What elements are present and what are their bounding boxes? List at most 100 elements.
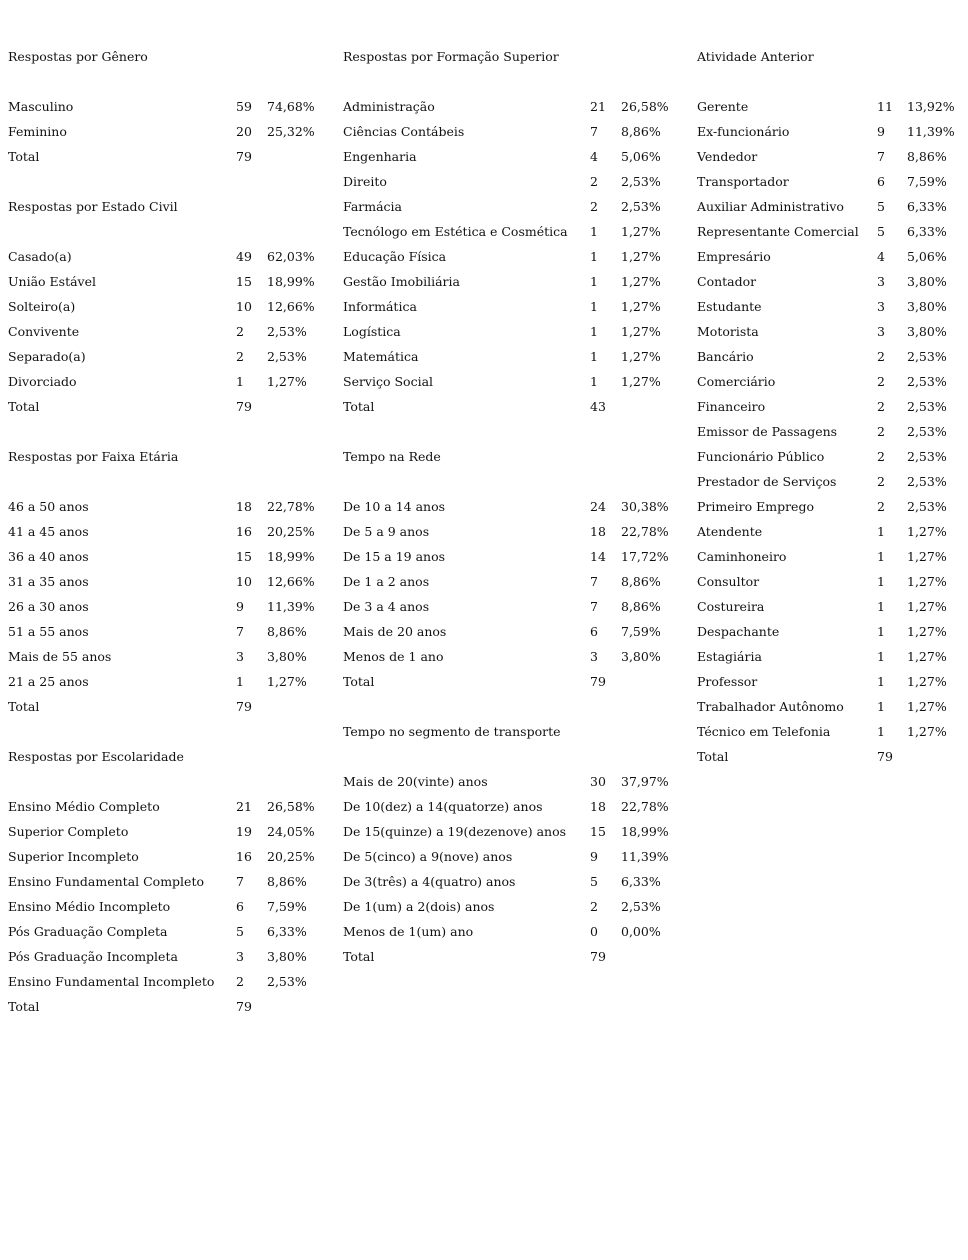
total-count: 79	[236, 149, 252, 164]
row-count: 2	[877, 499, 885, 514]
row-label: 36 a 40 anos	[8, 549, 89, 564]
row-count: 6	[236, 899, 244, 914]
row-label: 46 a 50 anos	[8, 499, 89, 514]
row-label: Feminino	[8, 124, 67, 139]
row-percent: 22,78%	[621, 799, 669, 814]
table-row: De 1(um) a 2(dois) anos 2 2,53%	[343, 894, 683, 919]
row-percent: 2,53%	[267, 974, 307, 989]
total-row: Total 79	[343, 669, 683, 694]
total-row: Total 79	[8, 694, 338, 719]
section-table: Respostas por Formação Superior Administr…	[343, 44, 683, 419]
table-row: Pós Graduação Incompleta 3 3,80%	[8, 944, 338, 969]
table-row: Ensino Fundamental Completo 7 8,86%	[8, 869, 338, 894]
row-count: 24	[590, 499, 606, 514]
row-percent: 3,80%	[267, 949, 307, 964]
row-count: 2	[590, 199, 598, 214]
table-row: Representante Comercial 5 6,33%	[697, 219, 968, 244]
table-row: Farmácia 2 2,53%	[343, 194, 683, 219]
row-label: Motorista	[697, 324, 759, 339]
row-percent: 2,53%	[907, 449, 947, 464]
row-percent: 18,99%	[267, 549, 315, 564]
total-label: Total	[697, 749, 729, 764]
row-label: De 1(um) a 2(dois) anos	[343, 899, 495, 914]
row-count: 1	[877, 524, 885, 539]
row-label: Comerciário	[697, 374, 776, 389]
row-label: De 15(quinze) a 19(dezenove) anos	[343, 824, 567, 839]
total-label: Total	[8, 399, 40, 414]
table-row: Administração 21 26,58%	[343, 94, 683, 119]
table-row: Superior Completo 19 24,05%	[8, 819, 338, 844]
row-percent: 1,27%	[621, 349, 661, 364]
row-label: Educação Física	[343, 249, 447, 264]
row-percent: 26,58%	[621, 99, 669, 114]
row-label: Menos de 1(um) ano	[343, 924, 474, 939]
table-row: Tecnólogo em Estética e Cosmética 1 1,27%	[343, 219, 683, 244]
table-row: Mais de 20(vinte) anos 30 37,97%	[343, 769, 683, 794]
row-label: Separado(a)	[8, 349, 86, 364]
row-count: 1	[590, 374, 598, 389]
row-count: 4	[877, 249, 885, 264]
row-label: Despachante	[697, 624, 780, 639]
row-percent: 3,80%	[267, 649, 307, 664]
row-label: Gerente	[697, 99, 749, 114]
row-percent: 1,27%	[621, 299, 661, 314]
row-label: Financeiro	[697, 399, 766, 414]
table-row: Separado(a) 2 2,53%	[8, 344, 338, 369]
row-percent: 1,27%	[907, 624, 947, 639]
table-row: 46 a 50 anos 18 22,78%	[8, 494, 338, 519]
row-label: Matemática	[343, 349, 419, 364]
column-1: Respostas por Gênero Masculino 59 74,68% Fem…	[8, 44, 338, 1044]
row-percent: 3,80%	[621, 649, 661, 664]
row-label: Mais de 20(vinte) anos	[343, 774, 488, 789]
row-label: Trabalhador Autônomo	[697, 699, 844, 714]
row-label: Representante Comercial	[697, 224, 859, 239]
row-percent: 1,27%	[907, 699, 947, 714]
total-row: Total 43	[343, 394, 683, 419]
row-label: De 5 a 9 anos	[343, 524, 430, 539]
row-count: 1	[236, 674, 244, 689]
row-count: 7	[877, 149, 885, 164]
table-row: Auxiliar Administrativo 5 6,33%	[697, 194, 968, 219]
row-percent: 2,53%	[621, 174, 661, 189]
row-percent: 30,38%	[621, 499, 669, 514]
total-label: Total	[8, 149, 40, 164]
row-percent: 5,06%	[907, 249, 947, 264]
row-count: 2	[236, 349, 244, 364]
row-percent: 11,39%	[267, 599, 315, 614]
row-percent: 2,53%	[907, 374, 947, 389]
row-count: 1	[590, 349, 598, 364]
section-title: Respostas por Gênero	[8, 49, 148, 64]
table-row: Matemática 1 1,27%	[343, 344, 683, 369]
row-count: 11	[877, 99, 893, 114]
table-row: De 15(quinze) a 19(dezenove) anos 15 18,99…	[343, 819, 683, 844]
row-count: 2	[590, 174, 598, 189]
row-percent: 8,86%	[621, 574, 661, 589]
table-row: Empresário 4 5,06%	[697, 244, 968, 269]
table-row: De 5(cinco) a 9(nove) anos 9 11,39%	[343, 844, 683, 869]
row-percent: 1,27%	[621, 224, 661, 239]
table-row: 21 a 25 anos 1 1,27%	[8, 669, 338, 694]
row-label: Masculino	[8, 99, 74, 114]
total-label: Total	[343, 399, 375, 414]
row-percent: 2,53%	[907, 499, 947, 514]
table-row: 41 a 45 anos 16 20,25%	[8, 519, 338, 544]
row-count: 0	[590, 924, 598, 939]
row-label: Ensino Fundamental Completo	[8, 874, 205, 889]
row-label: Vendedor	[697, 149, 758, 164]
table-row: 36 a 40 anos 15 18,99%	[8, 544, 338, 569]
row-label: De 1 a 2 anos	[343, 574, 430, 589]
row-count: 2	[877, 474, 885, 489]
total-count: 79	[590, 674, 606, 689]
row-label: Divorciado	[8, 374, 77, 389]
row-percent: 8,86%	[621, 124, 661, 139]
row-label: Consultor	[697, 574, 760, 589]
section-table: Respostas por Escolaridade Ensino Médio C…	[8, 744, 338, 1019]
column-2: Respostas por Formação Superior Administr…	[343, 44, 683, 994]
row-percent: 7,59%	[907, 174, 947, 189]
row-label: Solteiro(a)	[8, 299, 76, 314]
row-percent: 2,53%	[621, 899, 661, 914]
row-percent: 7,59%	[267, 899, 307, 914]
row-percent: 1,27%	[621, 274, 661, 289]
row-count: 1	[877, 574, 885, 589]
row-count: 5	[236, 924, 244, 939]
